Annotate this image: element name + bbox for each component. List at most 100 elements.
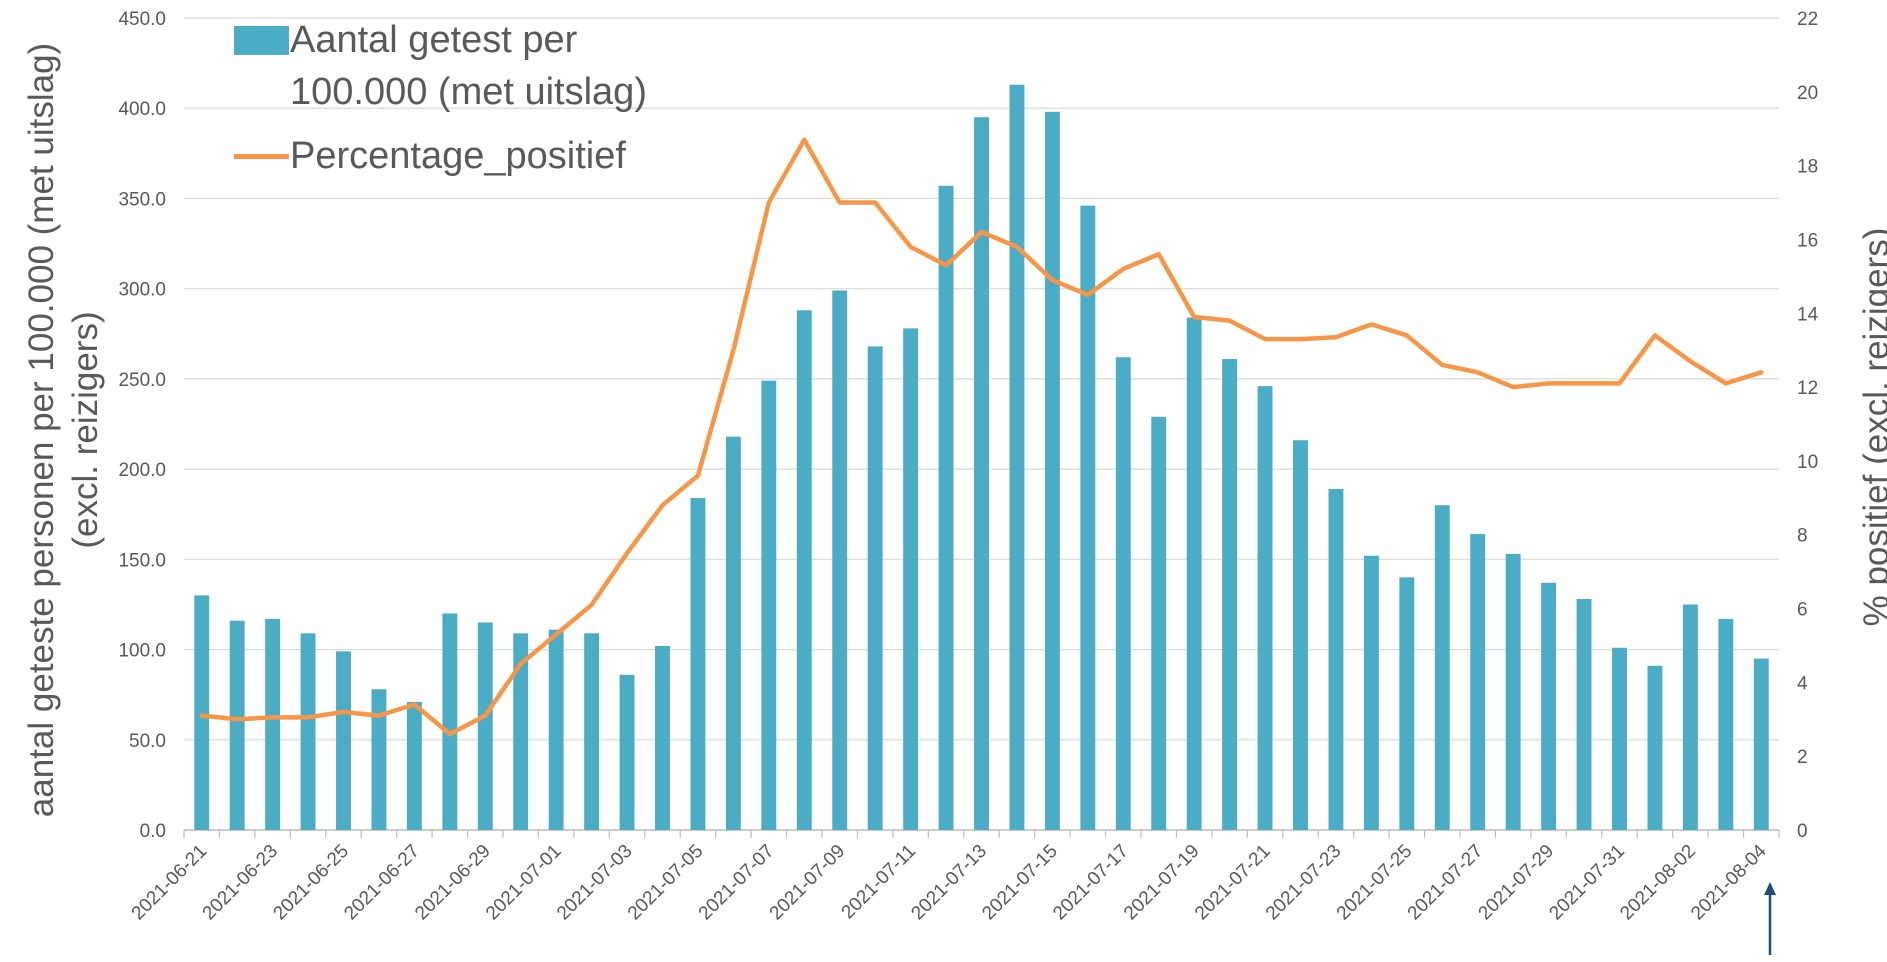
bar <box>477 622 493 830</box>
bar <box>1080 205 1096 830</box>
bar <box>1682 604 1698 830</box>
bar <box>406 701 422 830</box>
y2-tick-label: 6 <box>1797 600 1808 621</box>
bar <box>265 618 281 830</box>
bar <box>1044 111 1060 830</box>
x-tick-label: 2021-07-23 <box>1262 841 1346 925</box>
legend-item: Aantal getest per 100.000 (met uitslag) <box>230 14 690 118</box>
bar <box>1612 647 1627 830</box>
bar <box>1293 440 1308 830</box>
y2-tick-label: 10 <box>1797 452 1818 473</box>
bar <box>300 633 316 830</box>
bar <box>1328 488 1344 830</box>
y2-tick-label: 18 <box>1797 157 1818 178</box>
x-tick-label: 2021-07-31 <box>1545 841 1629 925</box>
y2-tick-label: 4 <box>1797 673 1808 694</box>
bar <box>690 497 706 830</box>
bar <box>513 633 529 830</box>
y-tick-label: 300.0 <box>118 280 166 301</box>
x-tick-label: 2021-07-29 <box>1475 841 1559 925</box>
bar <box>1718 618 1734 830</box>
x-tick-label: 2021-07-21 <box>1191 841 1275 925</box>
y2-tick-label: 16 <box>1797 230 1818 251</box>
bar <box>1470 534 1486 830</box>
bar <box>938 185 954 830</box>
bar <box>832 290 848 831</box>
legend-swatch <box>234 26 289 55</box>
y2-tick-label: 0 <box>1797 821 1808 842</box>
x-tick-label: 2021-07-13 <box>907 841 991 925</box>
y2-axis-title: % positief (excl. reizigers) <box>1857 227 1887 627</box>
x-tick-label: 2021-08-04 <box>1687 840 1771 924</box>
legend-item: Percentage_positief <box>230 130 690 182</box>
x-tick-label: 2021-07-07 <box>695 841 779 925</box>
bar <box>1115 357 1131 830</box>
bar <box>1363 555 1379 830</box>
bar <box>761 380 777 830</box>
bar <box>619 674 635 830</box>
arrow <box>1764 882 1776 955</box>
bar <box>1151 416 1167 830</box>
y-tick-label: 400.0 <box>118 99 166 120</box>
y2-tick-label: 8 <box>1797 526 1808 547</box>
x-tick-label: 2021-07-15 <box>978 841 1062 925</box>
legend: Aantal getest per 100.000 (met uitslag) … <box>230 14 690 182</box>
y-tick-label: 50.0 <box>129 731 166 752</box>
y-tick-label: 150.0 <box>118 550 166 571</box>
bar <box>903 328 919 830</box>
x-tick-label: 2021-07-03 <box>553 841 637 925</box>
bar <box>1399 577 1415 830</box>
bar <box>1576 599 1592 830</box>
bar <box>974 117 989 830</box>
legend-label: Percentage_positief <box>290 135 626 177</box>
x-tick-label: 2021-07-05 <box>624 841 708 925</box>
x-tick-label: 2021-07-25 <box>1333 841 1417 925</box>
bar <box>725 436 741 830</box>
bar <box>1186 317 1202 830</box>
y-tick-label: 100.0 <box>118 641 166 662</box>
bar <box>194 595 210 830</box>
y2-tick-label: 12 <box>1797 378 1818 399</box>
bar <box>229 620 245 830</box>
x-tick-label: 2021-07-09 <box>766 841 850 925</box>
bar <box>1434 505 1450 830</box>
y-tick-label: 350.0 <box>118 189 166 210</box>
x-tick-label: 2021-07-19 <box>1120 841 1204 925</box>
bar <box>1505 553 1521 830</box>
bar <box>1753 658 1769 830</box>
y2-tick-label: 2 <box>1797 747 1808 768</box>
bar <box>1541 582 1557 830</box>
bar <box>655 645 670 830</box>
x-tick-label: 2021-07-01 <box>482 841 566 925</box>
x-tick-label: 2021-08-02 <box>1616 841 1700 925</box>
bar <box>336 651 351 830</box>
legend-label: Aantal getest per 100.000 (met uitslag) <box>290 19 647 113</box>
bar <box>584 633 600 830</box>
y2-tick-label: 22 <box>1797 9 1818 30</box>
bar <box>1257 386 1273 830</box>
bar <box>1222 359 1238 830</box>
x-tick-label: 2021-06-25 <box>269 841 353 925</box>
x-tick-label: 2021-06-29 <box>411 841 495 925</box>
x-tick-label: 2021-07-17 <box>1049 841 1133 925</box>
bar <box>867 346 883 830</box>
y2-tick-label: 14 <box>1797 304 1819 325</box>
x-tick-label: 2021-06-21 <box>128 841 212 925</box>
y-tick-label: 450.0 <box>118 9 166 30</box>
bar <box>548 629 564 830</box>
line <box>199 137 1764 737</box>
y-tick-label: 250.0 <box>118 370 166 391</box>
bar <box>442 613 458 830</box>
y-axis-title: aantal geteste personen per 100.000 (met… <box>22 42 105 818</box>
y-tick-label: 200.0 <box>118 460 166 481</box>
y2-tick-label: 20 <box>1797 83 1818 104</box>
bar <box>1009 84 1025 830</box>
x-tick-label: 2021-06-27 <box>340 841 424 925</box>
bar <box>371 689 387 830</box>
y-tick-label: 0.0 <box>140 821 166 842</box>
legend-swatch <box>234 154 289 159</box>
x-tick-label: 2021-06-23 <box>199 841 283 925</box>
bar <box>1647 665 1663 830</box>
